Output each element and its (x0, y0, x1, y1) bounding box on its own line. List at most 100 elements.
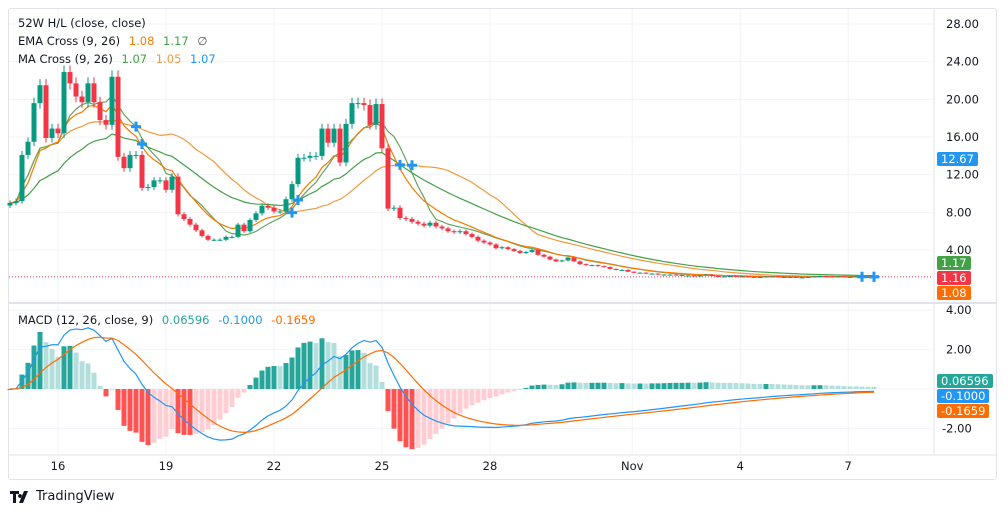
macd-histogram-bar (517, 389, 523, 390)
macd-histogram-bar (289, 357, 295, 389)
candle-body (409, 218, 415, 222)
candle-body (847, 276, 853, 278)
candle-body (121, 156, 127, 169)
candle-body (745, 276, 751, 278)
macd-histogram-bar (379, 381, 385, 389)
candle-body (643, 272, 649, 274)
candle-body (709, 274, 715, 276)
candle-body (163, 180, 169, 190)
macd-histogram-bar (217, 389, 223, 420)
tradingview-logo[interactable]: TradingView (10, 489, 115, 504)
macd-histogram-bar (7, 389, 13, 390)
tradingview-logo-icon (10, 490, 28, 503)
candle-body (343, 123, 349, 163)
time-tick-label: Nov (621, 459, 644, 473)
candle-body (295, 157, 301, 185)
candle-body (277, 211, 283, 213)
candle-body (475, 236, 481, 241)
macd-histogram-bar (85, 363, 91, 389)
macd-histogram-bar (31, 345, 37, 389)
macd-histogram-bar (331, 342, 337, 389)
macd-histogram-bar (157, 389, 163, 439)
macd-histogram-bar (871, 386, 877, 389)
candle-body (685, 275, 691, 277)
candle-body (181, 214, 187, 219)
candle-body (667, 274, 673, 276)
macd-histogram-bar (739, 383, 745, 389)
candle-body (541, 254, 547, 257)
macd-histogram-bar (103, 389, 109, 397)
candle-body (331, 128, 337, 143)
chart-frame (8, 8, 997, 480)
hl-price-label: 12.67 (937, 152, 978, 166)
candle-body (79, 96, 85, 103)
macd-histogram-bar (859, 386, 865, 389)
candle-body (535, 250, 541, 255)
candle-body (235, 224, 241, 237)
macd-histogram-bar (643, 383, 649, 389)
macd-histogram-bar (385, 389, 391, 412)
macd-histogram-bar (793, 384, 799, 389)
legend-hl-title: 52W H/L (close, close) (18, 16, 146, 30)
candle-body (319, 128, 325, 156)
macd-histogram-bar (49, 348, 55, 389)
candle-body (175, 176, 181, 215)
macd-histogram-bar (265, 366, 271, 389)
macd-histogram-bar (43, 342, 49, 389)
macd-histogram-bar (505, 389, 511, 393)
macd-histogram-bar (691, 382, 697, 389)
ma-slow-line (9, 118, 875, 278)
candle-body (553, 259, 559, 262)
macd-histogram-bar (637, 383, 643, 389)
macd-histogram-bar (271, 366, 277, 389)
candle-body (595, 265, 601, 267)
price-tick-label: 8.00 (946, 205, 972, 219)
candle-body (157, 180, 163, 182)
candle-body (733, 275, 739, 277)
macd-histogram-bar (163, 389, 169, 437)
macd-histogram-bar (187, 389, 193, 435)
macd-histogram-bar (199, 389, 205, 433)
candle-body (691, 275, 697, 277)
macd-histogram-bar (97, 385, 103, 389)
ema-fast-price-label: 1.08 (937, 286, 971, 300)
candle-body (649, 273, 655, 275)
macd-histogram-bar (547, 384, 553, 389)
ema-fast-line (9, 103, 875, 278)
macd-histogram-bar (463, 389, 469, 409)
legend-ema-fast: 1.08 (128, 34, 155, 48)
candle-body (451, 231, 457, 233)
candle-body (661, 274, 667, 276)
candle-body (703, 274, 709, 276)
candle-body (781, 276, 787, 278)
macd-histogram-bar (445, 389, 451, 424)
macd-histogram-bar (769, 384, 775, 389)
candle-body (223, 236, 229, 240)
candle-body (265, 205, 271, 208)
candle-body (517, 251, 523, 253)
candle-body (337, 128, 343, 163)
legend-macd-signal: -0.1659 (271, 313, 316, 327)
macd-line (9, 327, 875, 441)
candle-body (457, 231, 463, 233)
candle-body (307, 155, 313, 158)
candle-body (373, 104, 379, 125)
macd-histogram-bar (553, 384, 559, 389)
macd-histogram-bar (427, 389, 433, 440)
candle-body (19, 154, 25, 202)
macd-histogram-bar (397, 389, 403, 442)
time-tick-label: 7 (845, 459, 852, 473)
macd-histogram-bar (247, 384, 253, 389)
macd-histogram-bar (19, 374, 25, 389)
macd-histogram-bar (175, 389, 181, 434)
macd-histogram-bar (319, 338, 325, 389)
macd-histogram-bar (205, 389, 211, 430)
candle-body (511, 249, 517, 252)
candle-body (523, 251, 529, 253)
macd-histogram-bar (601, 382, 607, 389)
candle-body (427, 222, 433, 226)
macd-histogram-bar (67, 345, 73, 389)
macd-histogram-bar (307, 341, 313, 389)
candle-body (481, 240, 487, 243)
